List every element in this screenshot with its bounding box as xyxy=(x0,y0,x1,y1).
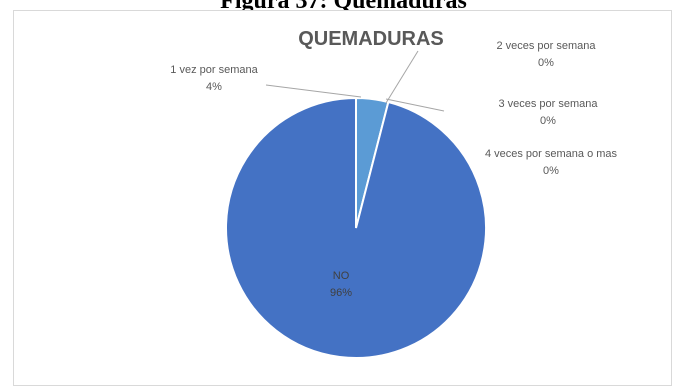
slice-name-3-veces-por-semana: 3 veces por semana xyxy=(498,98,598,110)
data-labels: 1 vez por semana 4% 2 veces por semana 0% 3 … xyxy=(170,40,617,299)
pie-slice-no xyxy=(225,96,487,359)
slice-value-1-vez-por-semana: 4% xyxy=(206,81,222,93)
slice-value-4-veces-por-semana-o-mas: 0% xyxy=(543,165,559,177)
leader-line-3-veces-por-semana xyxy=(385,98,445,112)
slice-name-2-veces-por-semana: 2 veces por semana xyxy=(496,40,596,52)
pie-chart: QUEMADURAS 1 vez por semana 4% 2 veces por… xyxy=(170,28,618,359)
slice-value-3-veces-por-semana: 0% xyxy=(540,115,556,127)
slice-value-no: 96% xyxy=(330,287,352,299)
leader-lines xyxy=(265,50,445,112)
pie-slices xyxy=(225,96,487,359)
slice-name-4-veces-por-semana-o-mas: 4 veces por semana o mas xyxy=(485,148,618,160)
chart-frame: QUEMADURAS 1 vez por semana 4% 2 veces por… xyxy=(13,10,672,386)
slice-name-no: NO xyxy=(333,270,350,282)
slice-name-1-vez-por-semana: 1 vez por semana xyxy=(170,64,258,76)
leader-line-2-veces-por-semana xyxy=(385,50,419,104)
leader-line-1-vez-por-semana xyxy=(265,84,362,98)
chart-title: QUEMADURAS xyxy=(298,28,444,50)
slice-value-2-veces-por-semana: 0% xyxy=(538,57,554,69)
